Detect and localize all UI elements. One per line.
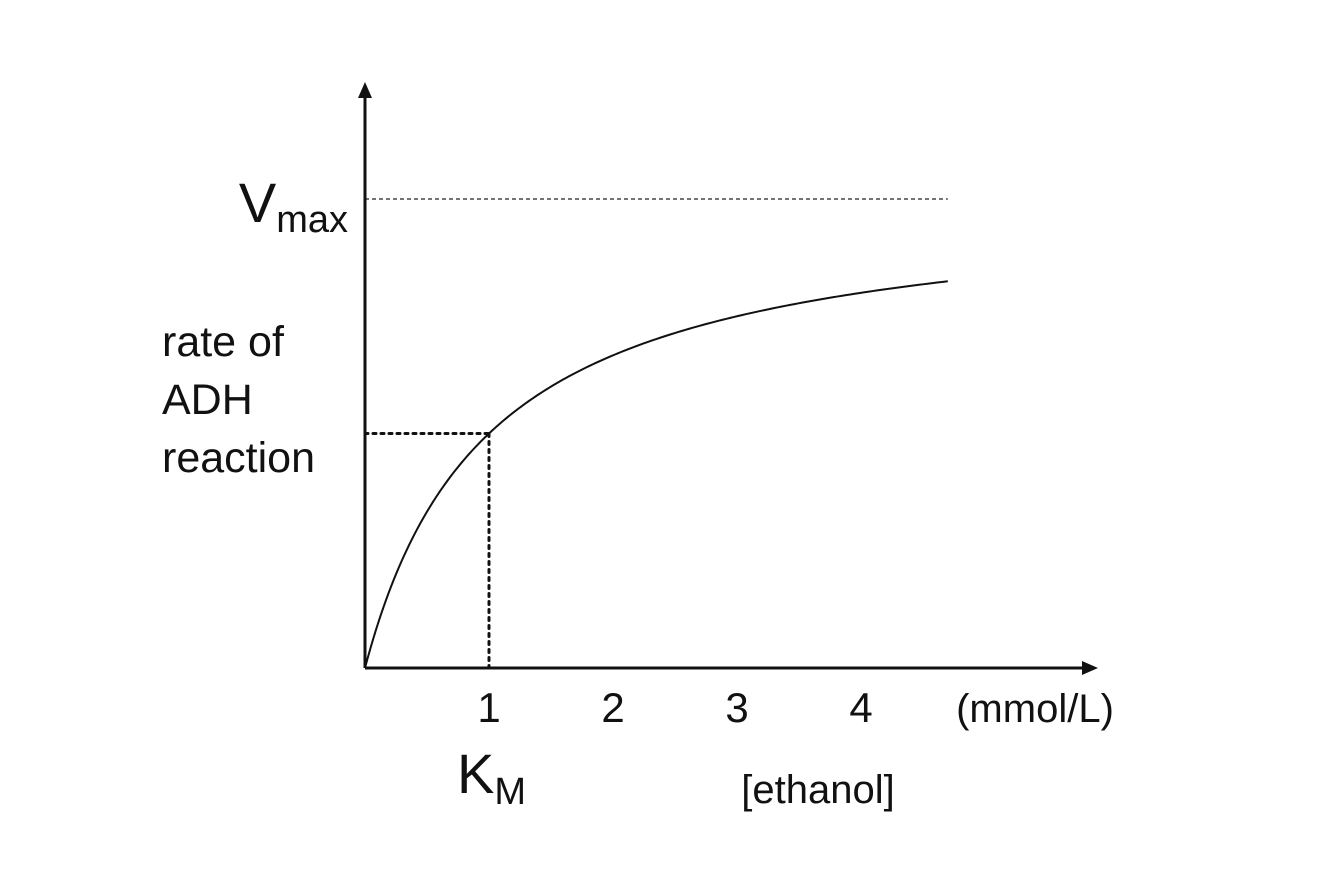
x-tick-label-1: 1 <box>477 684 500 731</box>
y-axis-label-line-2: ADH <box>162 376 253 424</box>
vmax-label-main: V <box>239 171 277 234</box>
guide-lines <box>363 198 948 670</box>
y-axis-label-line-1: rate of <box>162 318 285 366</box>
curve-layer <box>364 280 948 669</box>
y-axis-arrowhead <box>358 82 372 98</box>
x-tick-label-2: 2 <box>601 684 624 731</box>
rate-curve <box>364 280 948 669</box>
km-label-sub: M <box>494 771 526 813</box>
labels: Vmax rate of ADH reaction (mmol/L) KM [e… <box>162 171 1114 813</box>
km-label-main: K <box>457 742 494 805</box>
x-axis-label: [ethanol] <box>741 768 894 812</box>
vmax-label: Vmax <box>239 171 348 241</box>
km-label: KM <box>457 742 526 813</box>
x-unit-label: (mmol/L) <box>956 687 1114 731</box>
y-axis-label: rate of ADH reaction <box>162 318 315 482</box>
y-axis-label-line-3: reaction <box>162 434 315 482</box>
axes <box>358 82 1098 675</box>
x-tick-label-3: 3 <box>725 684 748 731</box>
vmax-label-sub: max <box>276 199 348 241</box>
x-axis-arrowhead <box>1082 661 1098 675</box>
x-tick-labels: 1 2 3 4 <box>477 684 872 731</box>
x-tick-label-4: 4 <box>849 684 872 731</box>
